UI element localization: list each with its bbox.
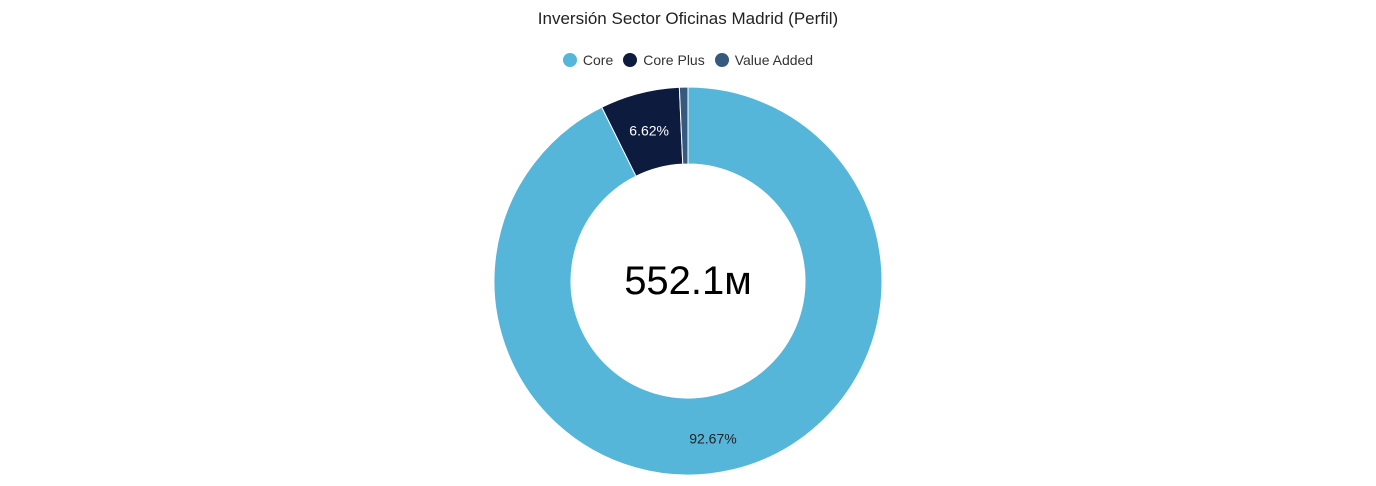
legend-label-core-plus: Core Plus <box>643 52 705 68</box>
chart-legend: Core Core Plus Value Added <box>0 51 1376 69</box>
legend-item-core-plus[interactable]: Core Plus <box>623 51 705 69</box>
data-label-core: 92.67% <box>689 431 736 447</box>
legend-swatch-core-plus <box>623 53 638 67</box>
donut-slices <box>493 86 883 476</box>
data-label-core-plus: 6.62% <box>629 122 669 138</box>
legend-item-value-added[interactable]: Value Added <box>714 51 814 69</box>
donut-slice-labels: 92.67% 6.62% <box>629 122 736 446</box>
donut-slice-core[interactable] <box>493 86 883 476</box>
legend-swatch-core <box>562 53 577 67</box>
legend-label-core: Core <box>582 52 614 68</box>
donut-center-total: 552.1м <box>624 259 752 303</box>
legend-item-core[interactable]: Core <box>562 51 614 69</box>
legend-label-value-added: Value Added <box>734 52 814 68</box>
legend-swatch-value-added <box>714 53 729 67</box>
chart-title: Inversión Sector Oficinas Madrid (Perfil… <box>537 9 839 28</box>
donut-slice-value-added[interactable] <box>678 86 689 165</box>
